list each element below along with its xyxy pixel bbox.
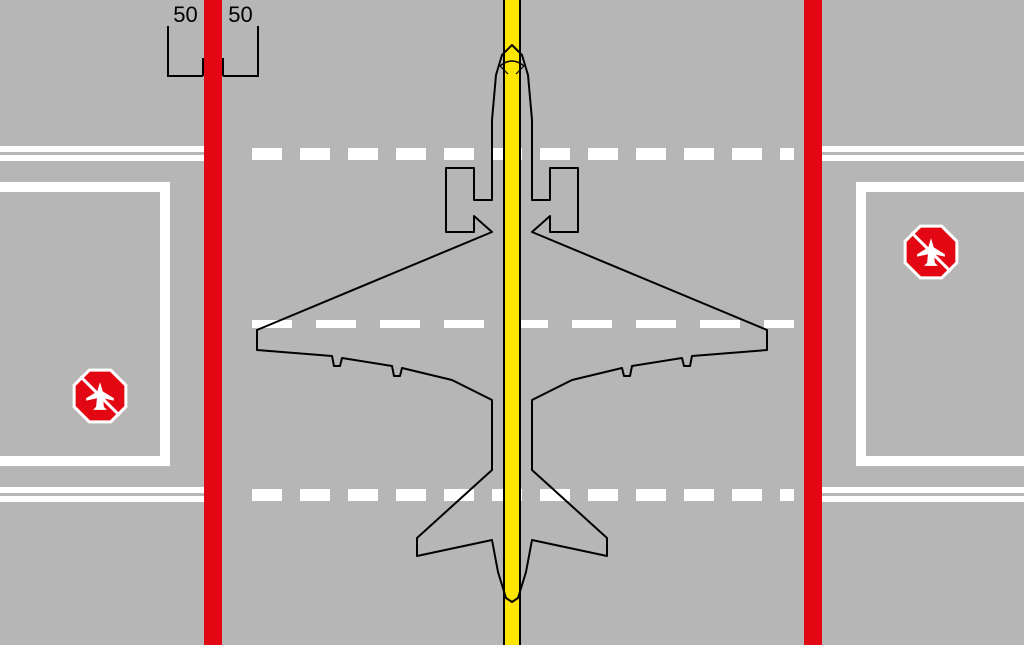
stand-box-right	[856, 182, 1024, 192]
edge-line	[822, 155, 1024, 161]
taxiway-edge-dash	[780, 489, 794, 501]
stand-box-right	[856, 182, 866, 466]
lane-dash	[764, 320, 794, 328]
lane-dash	[636, 320, 676, 328]
edge-line	[0, 487, 204, 493]
dimension-label-right: 50	[228, 2, 252, 27]
taxiway-edge-dash	[396, 148, 426, 160]
taxiway-edge-dash	[684, 148, 714, 160]
taxiway-edge-dash	[780, 148, 794, 160]
centerline-edge	[503, 0, 505, 645]
taxiway-edge-dash	[396, 489, 426, 501]
taxiway-edge-dash	[300, 489, 330, 501]
taxiway-edge-dash	[636, 148, 666, 160]
taxiway-edge-dash	[588, 148, 618, 160]
stand-box-left	[0, 456, 170, 466]
taxiway-edge-dash	[684, 489, 714, 501]
taxiway-edge-dash	[636, 489, 666, 501]
taxiway-edge-dash	[444, 148, 474, 160]
lane-dash	[444, 320, 484, 328]
taxiway-edge-dash	[540, 148, 570, 160]
lane-dash	[572, 320, 612, 328]
edge-line	[822, 496, 1024, 502]
no-entry-sign-right	[905, 226, 957, 278]
edge-line	[822, 487, 1024, 493]
taxiway-edge-dash	[300, 148, 330, 160]
lane-dash	[380, 320, 420, 328]
edge-line	[0, 496, 204, 502]
taxiway-diagram: 50 50	[0, 0, 1024, 645]
edge-line	[0, 155, 204, 161]
taxiway-edge-dash	[732, 489, 762, 501]
taxiway-edge-dash	[252, 148, 282, 160]
stand-box-left	[160, 182, 170, 466]
edge-line	[0, 146, 204, 152]
taxiway-edge-dash	[348, 489, 378, 501]
stand-box-right	[856, 456, 1024, 466]
edge-line	[822, 146, 1024, 152]
no-entry-sign-left	[74, 370, 126, 422]
taxiway-edge-dash	[252, 489, 282, 501]
no-entry-bar-left	[204, 0, 222, 645]
stand-box-left	[0, 182, 170, 192]
taxiway-edge-dash	[348, 148, 378, 160]
lane-dash	[316, 320, 356, 328]
no-entry-bar-right	[804, 0, 822, 645]
taxiway-centerline	[505, 0, 519, 645]
lane-dash	[700, 320, 740, 328]
taxiway-edge-dash	[732, 148, 762, 160]
centerline-edge	[519, 0, 521, 645]
dimension-label-left: 50	[173, 2, 197, 27]
taxiway-edge-dash	[588, 489, 618, 501]
